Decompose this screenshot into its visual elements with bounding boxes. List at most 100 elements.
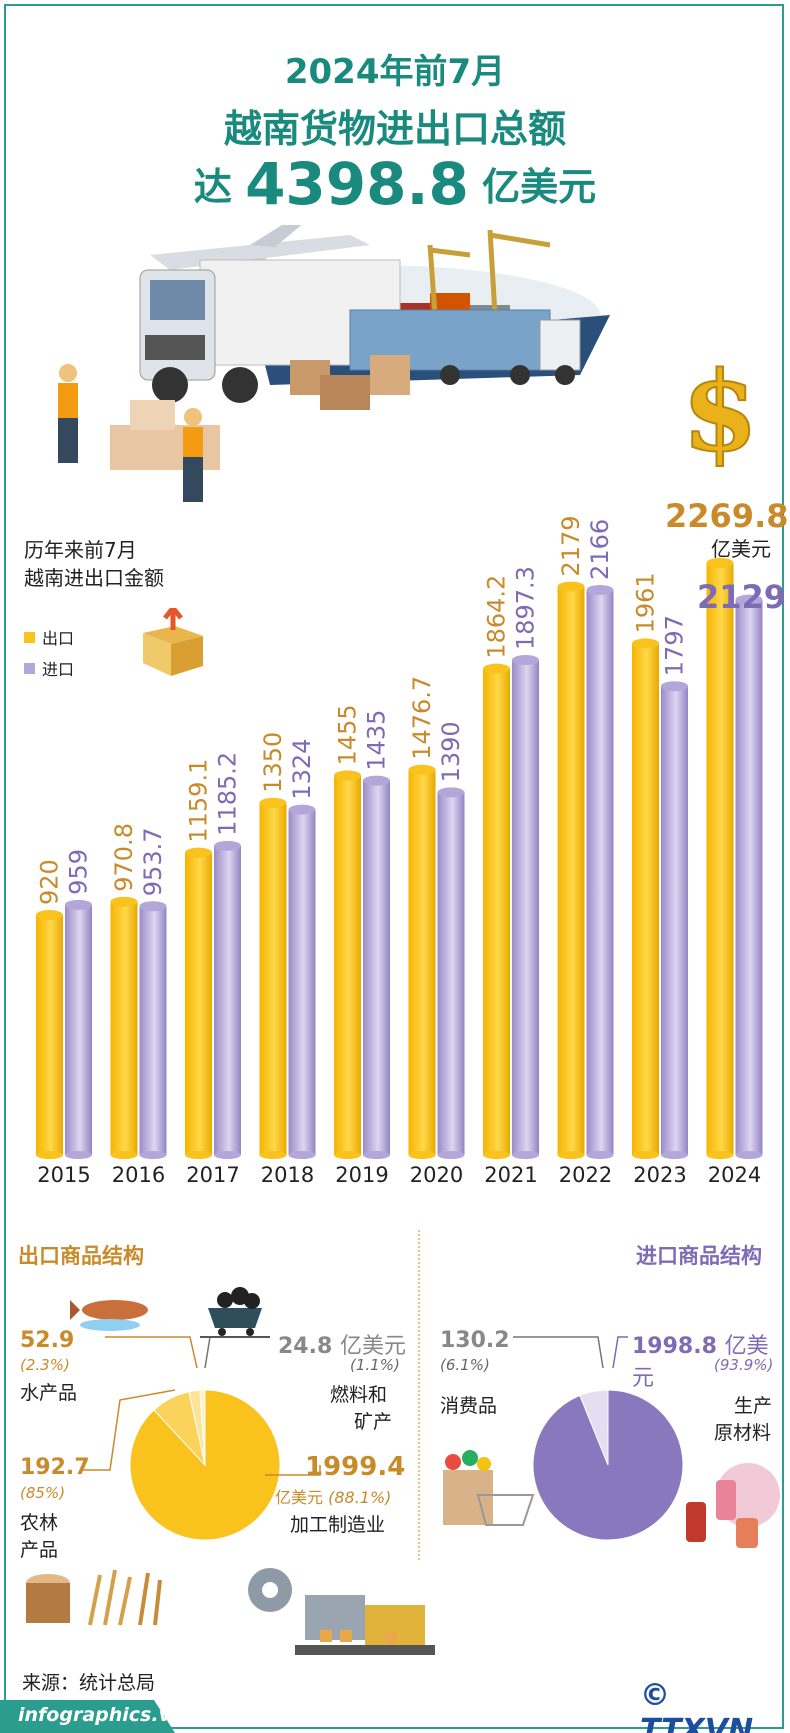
- source-note: 来源：统计总局: [22, 1672, 156, 1694]
- export-bar-base-2020: [408, 1151, 436, 1159]
- export-manufacturing-unit: 亿美元: [275, 1488, 324, 1507]
- export-bar-2017: [185, 852, 212, 1155]
- import-pie-slice-1: [579, 1389, 609, 1466]
- export-fuel-label-line1: 燃料和: [330, 1384, 388, 1406]
- wood-grain-icon: [26, 1569, 162, 1626]
- box-icon: [143, 608, 203, 676]
- export-agri-label-line1: 农林: [20, 1512, 59, 1534]
- export-manufacturing-pct: (88.1%): [328, 1488, 392, 1507]
- export-bar-base-2018: [259, 1151, 287, 1159]
- export-value-label-2017: 1159.1: [185, 759, 213, 843]
- trade-bar-chart: 920 959 2015 970.8 953.7 2016 1159.1 1185.2 2017…: [36, 515, 763, 1187]
- year-label-2021: 2021: [484, 1163, 537, 1187]
- export-bar-cap-2022: [557, 581, 585, 592]
- legend-export-swatch: [24, 631, 35, 643]
- import-bar-base-2024: [735, 1151, 763, 1159]
- export-manufacturing-label: 加工制造业: [290, 1514, 386, 1536]
- import-bar-base-2021: [512, 1151, 539, 1159]
- import-materials-label-line2: 原材料: [714, 1422, 772, 1444]
- export-bar-2022: [557, 586, 585, 1155]
- import-bar-base-2017: [214, 1151, 241, 1159]
- export-value-label-2022: 2179: [557, 515, 585, 576]
- import-bar-2018: [288, 809, 316, 1155]
- dollar-sign-icon: $: [685, 355, 755, 470]
- legend-export-label: 出口: [42, 629, 75, 648]
- import-bar-base-2022: [586, 1151, 614, 1159]
- import-materials-number: 1998.8: [632, 1334, 717, 1359]
- import-materials-value: 1998.8 亿美元: [632, 1328, 790, 1392]
- export-bar-cap-2016: [110, 896, 138, 907]
- export-bar-cap-2019: [334, 770, 361, 781]
- groceries-icon: [443, 1450, 535, 1526]
- year-label-2022: 2022: [559, 1163, 612, 1187]
- title-total-value: 4398.8: [245, 150, 469, 218]
- import-value-label-2016: 953.7: [139, 827, 167, 896]
- year-label-2020: 2020: [410, 1163, 463, 1187]
- import-bar-2016: [139, 906, 167, 1155]
- export-bar-2023: [632, 643, 659, 1155]
- legend-import-swatch: [24, 662, 35, 674]
- export-agri-pct: (85%): [20, 1484, 66, 1502]
- export-structure-heading: 出口商品结构: [18, 1244, 144, 1268]
- import-bar-cap-2023: [661, 681, 688, 692]
- export-value-label-2020: 1476.7: [408, 676, 436, 760]
- export-bar-base-2024: [706, 1151, 734, 1159]
- export-bar-cap-2023: [632, 638, 659, 649]
- title-prefix: 达: [193, 165, 232, 209]
- export-fuel-number: 24.8: [278, 1334, 333, 1359]
- annotation-2024-export: 2269.8: [665, 497, 789, 535]
- export-fishery-value: 52.9: [20, 1328, 75, 1353]
- export-bar-2021: [483, 668, 510, 1155]
- import-bar-base-2015: [65, 1151, 92, 1159]
- export-pie-area: [70, 1287, 321, 1541]
- import-bar-2022: [586, 589, 614, 1155]
- footer-site: infographics.vn: [18, 1704, 185, 1726]
- export-fishery-pct: (2.3%): [20, 1356, 70, 1374]
- export-agri-label-line2: 产品: [20, 1539, 59, 1561]
- ttxvn-logo: © TTXVN: [640, 1678, 754, 1733]
- import-consumer-pct: (6.1%): [440, 1356, 490, 1374]
- export-bar-base-2015: [36, 1151, 63, 1159]
- import-value-label-2021: 1897.3: [512, 566, 540, 650]
- import-bar-base-2020: [437, 1151, 465, 1159]
- import-bar-cap-2016: [139, 901, 167, 912]
- import-value-label-2020: 1390: [437, 721, 465, 782]
- export-bar-2024: [706, 562, 734, 1155]
- year-label-2018: 2018: [261, 1163, 314, 1187]
- title-line2: 越南货物进出口总额: [223, 107, 566, 151]
- export-bar-cap-2015: [36, 910, 63, 920]
- export-fuel-unit: 亿美元: [339, 1334, 406, 1359]
- import-bar-2017: [214, 845, 241, 1155]
- export-pie-slice-3: [199, 1389, 206, 1466]
- legend-import: 进口: [24, 656, 74, 680]
- import-bar-cap-2024: [735, 594, 763, 605]
- import-consumer-value: 130.2: [440, 1328, 510, 1353]
- export-value-label-2023: 1961: [632, 572, 660, 633]
- import-bar-2021: [512, 660, 539, 1155]
- export-pie-chart: [129, 1389, 281, 1541]
- export-bar-base-2023: [632, 1151, 659, 1159]
- export-bar-cap-2021: [483, 663, 510, 674]
- import-pie-chart: [532, 1389, 684, 1541]
- export-fuel-label-line2: 矿产: [354, 1411, 393, 1433]
- footer-banner: infographics.vn: [0, 1700, 175, 1733]
- import-bar-cap-2020: [437, 787, 465, 798]
- export-value-label-2018: 1350: [259, 732, 287, 793]
- export-value-label-2019: 1455: [334, 704, 362, 765]
- import-bar-2024: [735, 599, 763, 1155]
- import-bar-base-2023: [661, 1151, 688, 1159]
- import-bar-base-2016: [139, 1151, 167, 1159]
- fish-icon: [70, 1300, 148, 1331]
- export-bar-2020: [408, 769, 436, 1155]
- coal-cart-icon: [200, 1287, 270, 1338]
- export-manufacturing-unit-pct: 亿美元 (88.1%): [275, 1484, 391, 1508]
- export-bar-base-2016: [110, 1151, 138, 1159]
- export-bar-cap-2018: [259, 797, 287, 808]
- factory-gears-icon: [248, 1568, 435, 1655]
- export-bar-cap-2024: [706, 557, 734, 568]
- export-bar-base-2017: [185, 1151, 212, 1159]
- import-bar-2023: [661, 686, 688, 1155]
- import-bar-cap-2018: [288, 804, 316, 815]
- export-fuel-value: 24.8 亿美元: [278, 1328, 406, 1360]
- import-value-label-2018: 1324: [288, 739, 316, 800]
